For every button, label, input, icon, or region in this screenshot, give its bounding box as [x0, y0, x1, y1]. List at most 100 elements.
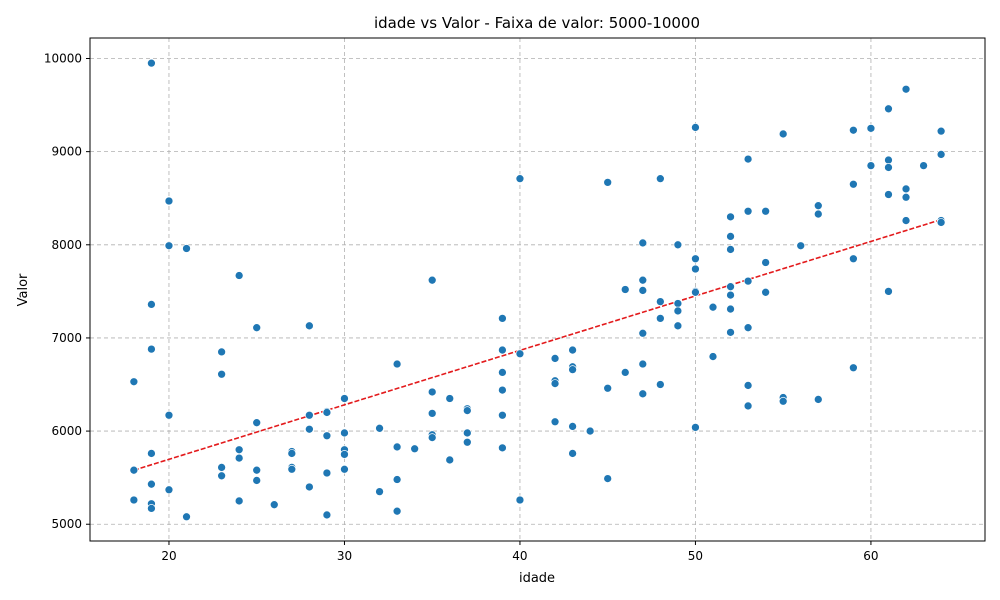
data-point [252, 465, 262, 475]
data-point [726, 232, 735, 241]
x-tick-label: 60 [863, 549, 878, 563]
data-point [217, 471, 226, 481]
data-point [743, 206, 753, 216]
data-point [427, 387, 437, 397]
data-point [550, 354, 560, 363]
data-point [498, 368, 507, 377]
data-point [743, 276, 753, 286]
data-point [147, 504, 156, 513]
data-point [340, 450, 349, 459]
data-point [761, 258, 770, 267]
data-point [305, 424, 314, 434]
data-point [655, 297, 665, 306]
data-point [392, 359, 402, 369]
data-point [234, 496, 244, 506]
data-point [217, 347, 226, 357]
data-point [901, 216, 911, 225]
data-point [287, 449, 297, 458]
data-point [813, 209, 823, 219]
data-point [287, 464, 297, 474]
data-point [849, 254, 858, 264]
data-point [655, 174, 665, 184]
data-point [462, 428, 472, 438]
data-point [182, 244, 191, 253]
data-point [778, 396, 788, 406]
data-point [568, 422, 577, 431]
y-tick-label: 6000 [51, 424, 82, 438]
data-point [726, 212, 735, 222]
data-point [743, 154, 753, 164]
data-point [761, 206, 770, 216]
data-point [129, 377, 139, 387]
data-point [901, 84, 911, 94]
data-point [427, 433, 437, 442]
data-point [515, 495, 525, 505]
data-point [620, 285, 630, 294]
x-axis-ticks: 20 30 40 50 60 [161, 541, 879, 563]
data-point [901, 192, 911, 202]
data-point [410, 444, 420, 454]
data-point [638, 389, 648, 399]
data-point [673, 299, 683, 308]
data-point [550, 417, 560, 427]
data-point [234, 453, 244, 463]
data-point [726, 245, 735, 254]
data-point [849, 363, 858, 373]
data-point [884, 287, 893, 296]
data-point [427, 409, 437, 418]
data-point [498, 443, 507, 453]
data-point [252, 323, 262, 333]
chart-title: idade vs Valor - Faixa de valor: 5000-10… [374, 14, 700, 32]
data-point [743, 401, 753, 411]
data-point [691, 254, 700, 264]
data-point [445, 394, 455, 403]
data-point [550, 379, 560, 388]
data-point [708, 302, 718, 312]
data-point [164, 485, 174, 495]
x-tick-label: 40 [512, 549, 527, 563]
trend-line [133, 218, 942, 471]
data-point [164, 196, 174, 206]
data-point [638, 286, 648, 295]
data-point [655, 380, 665, 389]
y-axis-label: Valor [16, 273, 31, 306]
data-point [322, 408, 332, 417]
data-point [726, 304, 735, 314]
x-tick-label: 50 [688, 549, 703, 563]
data-point [761, 287, 770, 297]
data-point [164, 410, 174, 420]
data-point [743, 323, 753, 333]
data-point [269, 500, 279, 510]
data-point [849, 179, 858, 189]
data-point [849, 125, 858, 135]
data-point [498, 410, 507, 420]
data-point [392, 506, 402, 516]
data-point [498, 385, 507, 395]
data-point [691, 123, 700, 132]
data-point [726, 327, 735, 337]
data-point [691, 287, 700, 297]
y-tick-label: 8000 [51, 238, 82, 252]
data-point [568, 345, 577, 355]
data-point [673, 321, 683, 331]
data-point [147, 300, 156, 309]
data-point [813, 201, 823, 211]
data-point [164, 241, 174, 251]
data-point [322, 431, 332, 441]
data-point [866, 161, 876, 170]
data-point [498, 314, 507, 323]
data-point [603, 383, 613, 393]
data-point [708, 352, 718, 361]
data-point [305, 482, 314, 492]
data-point [340, 464, 349, 474]
x-axis-label: idade [519, 571, 555, 586]
data-point [936, 126, 946, 136]
data-point [392, 475, 402, 484]
data-point [884, 163, 893, 172]
data-point [234, 445, 244, 455]
data-point [217, 369, 226, 379]
data-point [322, 468, 332, 478]
data-point [462, 406, 472, 415]
data-point [796, 241, 806, 251]
x-tick-label: 30 [337, 549, 352, 563]
